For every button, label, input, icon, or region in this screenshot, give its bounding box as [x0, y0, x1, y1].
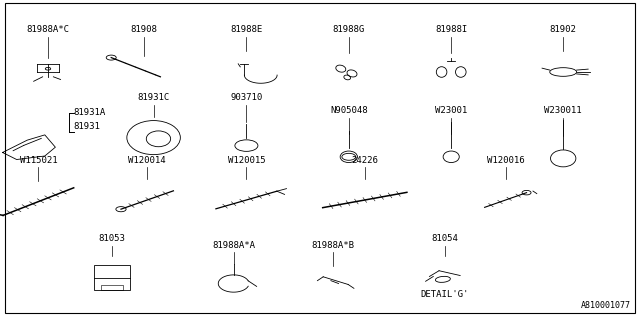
Text: 81054: 81054 [431, 234, 458, 243]
Text: 81988G: 81988G [333, 25, 365, 34]
Text: N905048: N905048 [330, 106, 367, 115]
Text: 903710: 903710 [230, 93, 262, 102]
Text: 81053: 81053 [99, 234, 125, 243]
Text: 81902: 81902 [550, 25, 577, 34]
Text: A810001077: A810001077 [580, 301, 630, 310]
Text: 81931C: 81931C [138, 93, 170, 102]
Text: 81988I: 81988I [435, 25, 467, 34]
Bar [94, 265, 130, 290]
Text: 24226: 24226 [351, 156, 378, 165]
Text: W230011: W230011 [545, 106, 582, 115]
Text: DETAIL'G': DETAIL'G' [420, 290, 469, 299]
Text: 81931: 81931 [74, 122, 100, 131]
Text: 81988A*A: 81988A*A [212, 241, 255, 250]
Text: 81908: 81908 [131, 25, 157, 34]
Text: W120014: W120014 [129, 156, 166, 165]
Text: W120016: W120016 [487, 156, 524, 165]
Text: W120015: W120015 [228, 156, 265, 165]
Bar [101, 285, 123, 290]
Text: W115021: W115021 [20, 156, 57, 165]
Text: 81988A*B: 81988A*B [311, 241, 355, 250]
Text: 81988E: 81988E [230, 25, 262, 34]
Text: 81931A: 81931A [74, 108, 106, 117]
Text: W23001: W23001 [435, 106, 467, 115]
Text: 81988A*C: 81988A*C [26, 25, 70, 34]
